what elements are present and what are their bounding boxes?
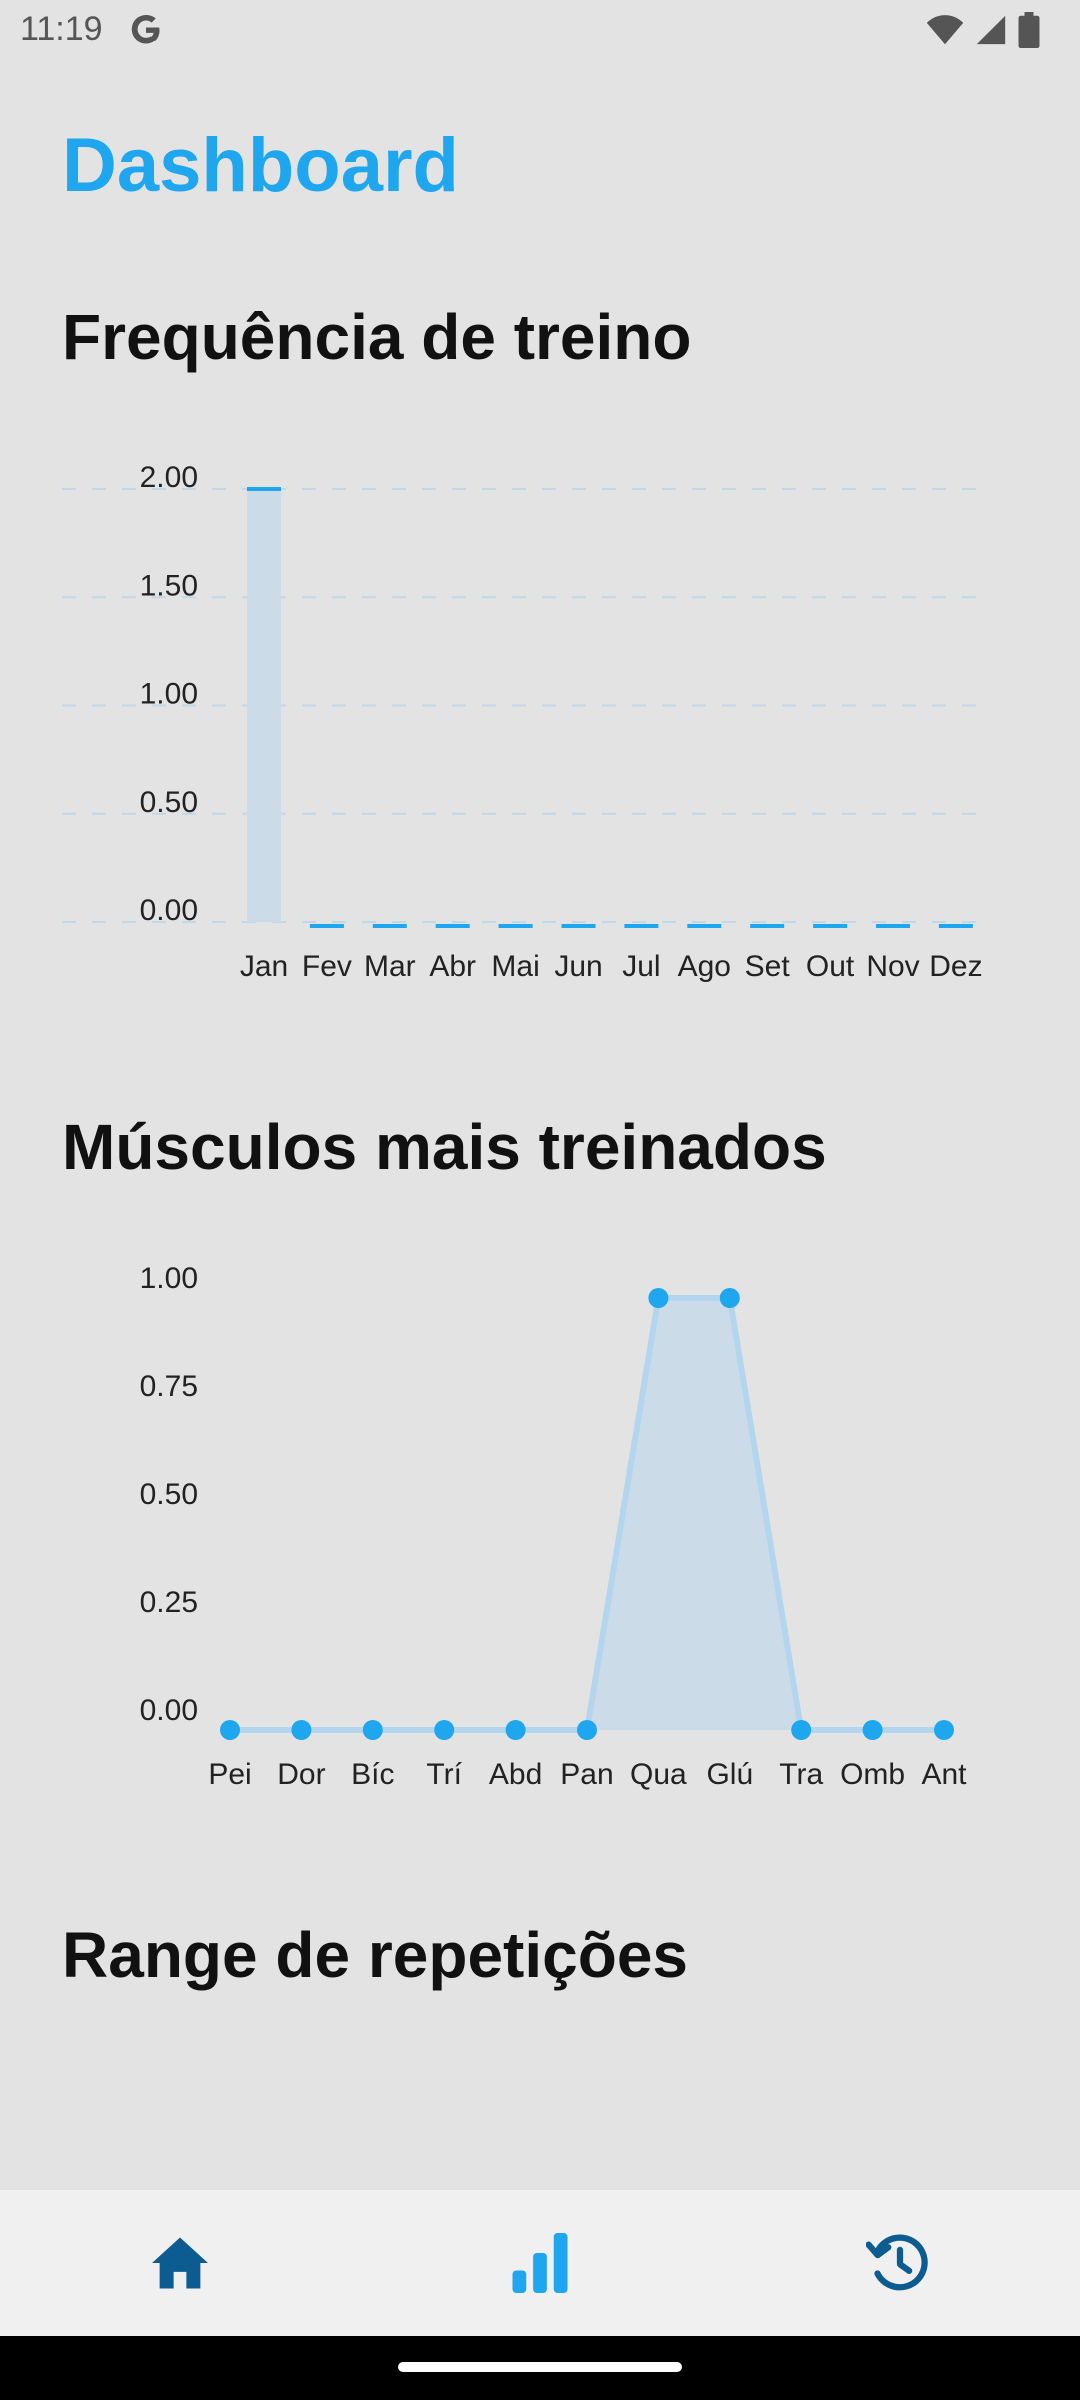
data-point <box>934 1720 954 1740</box>
data-point <box>291 1720 312 1740</box>
x-tick-label: Glú <box>706 1758 753 1791</box>
bottom-navigation <box>0 2190 1080 2336</box>
y-tick-label: 0.50 <box>140 786 198 819</box>
x-tick-label: Out <box>806 950 855 983</box>
data-point <box>434 1720 455 1740</box>
wifi-icon <box>926 15 964 45</box>
data-point <box>577 1720 597 1740</box>
page-title: Dashboard <box>62 123 459 208</box>
x-tick-label: Dor <box>277 1758 325 1791</box>
x-tick-label: Qua <box>630 1758 687 1791</box>
y-tick-label: 1.50 <box>140 569 198 602</box>
data-point <box>648 1288 669 1308</box>
status-bar: 11:19 <box>0 0 1080 64</box>
x-tick-label: Ant <box>921 1758 967 1791</box>
data-point <box>220 1720 240 1740</box>
battery-icon <box>1018 12 1040 48</box>
x-tick-label: Tra <box>779 1758 823 1791</box>
x-tick-label: Fev <box>302 950 352 983</box>
status-icons <box>926 12 1040 48</box>
bar <box>247 489 281 922</box>
y-tick-label: 0.75 <box>140 1370 198 1403</box>
area-fill <box>230 1298 944 1730</box>
bar-chart-icon <box>512 2233 568 2293</box>
y-tick-label: 1.00 <box>140 1262 198 1295</box>
data-point <box>791 1720 812 1740</box>
gesture-navigation-area <box>0 2336 1080 2400</box>
x-tick-label: Ago <box>678 950 731 983</box>
x-tick-label: Abd <box>489 1758 542 1791</box>
status-time: 11:19 <box>20 10 103 48</box>
y-tick-label: 2.00 <box>140 461 198 494</box>
nav-home-button[interactable] <box>120 2203 240 2323</box>
x-tick-label: Pei <box>208 1758 251 1791</box>
signal-icon <box>976 15 1006 45</box>
y-tick-label: 0.25 <box>140 1586 198 1619</box>
nav-history-button[interactable] <box>840 2203 960 2323</box>
data-point <box>362 1720 383 1740</box>
y-tick-label: 1.00 <box>140 678 198 711</box>
muscles-section-title: Músculos mais treinados <box>62 1111 827 1183</box>
x-tick-label: Trí <box>426 1758 462 1791</box>
x-tick-label: Set <box>745 950 791 983</box>
home-icon <box>152 2237 208 2289</box>
x-tick-label: Jun <box>554 950 602 983</box>
x-tick-label: Mar <box>364 950 416 983</box>
y-tick-label: 0.00 <box>140 1694 198 1727</box>
history-icon <box>866 2234 928 2291</box>
frequency-chart: 0.00 0.50 1.00 1.50 2.00 Jan Fev Mar Abr Mai Jun Ju… <box>0 440 1080 1000</box>
nav-dashboard-button[interactable] <box>480 2203 600 2323</box>
reps-section-title: Range de repetições <box>62 1919 688 1991</box>
x-tick-label: Nov <box>866 950 919 983</box>
series-line <box>230 1295 944 1733</box>
data-point <box>862 1720 883 1740</box>
data-point <box>505 1720 526 1740</box>
x-tick-label: Bíc <box>351 1758 394 1791</box>
x-tick-label: Jan <box>240 950 288 983</box>
y-tick-label: 0.00 <box>140 894 198 927</box>
x-tick-label: Mai <box>491 950 539 983</box>
x-tick-label: Dez <box>929 950 982 983</box>
google-g-icon <box>131 15 160 44</box>
x-tick-label: Omb <box>840 1758 905 1791</box>
muscles-chart: 0.00 0.25 0.50 0.75 1.00 Pei Dor Bíc Trí Abd Pan Qu… <box>0 1250 1080 1810</box>
x-tick-label: Pan <box>560 1758 613 1791</box>
frequency-section-title: Frequência de treino <box>62 301 692 373</box>
x-tick-label: Abr <box>429 950 476 983</box>
y-tick-label: 0.50 <box>140 1478 198 1511</box>
gesture-bar[interactable] <box>398 2362 682 2372</box>
x-tick-label: Jul <box>622 950 660 983</box>
data-point <box>719 1288 740 1308</box>
